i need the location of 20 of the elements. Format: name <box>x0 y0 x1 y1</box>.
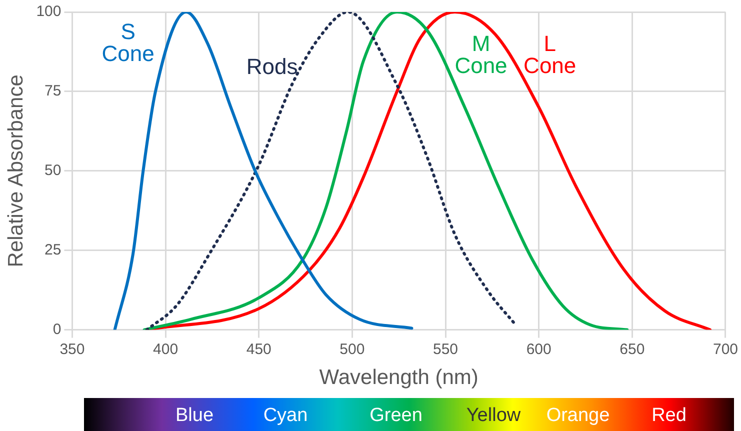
y-tick-label: 50 <box>44 162 62 180</box>
x-tick-label: 400 <box>153 340 178 358</box>
x-tick-label: 700 <box>712 340 738 358</box>
y-tick-label: 0 <box>52 320 62 338</box>
y-tick-label: 75 <box>44 82 62 100</box>
y-tick-label: 100 <box>36 3 62 20</box>
series-label: M Cone <box>454 31 508 78</box>
spectrum-strip: Blue Cyan Green Yellow Orange Red <box>84 398 734 431</box>
x-tick-label: 450 <box>246 340 272 358</box>
y-tick-label: 25 <box>44 241 62 258</box>
series-label: Rods <box>246 54 298 79</box>
x-axis-title: Wavelength (nm) <box>319 366 478 390</box>
x-tick-label: 550 <box>433 340 458 358</box>
series-label: S Cone <box>102 19 154 66</box>
x-tick-label: 500 <box>340 340 365 358</box>
y-axis-title: Relative Absorbance <box>4 74 28 268</box>
x-tick-label: 650 <box>620 340 645 358</box>
x-tick-label: 600 <box>526 340 552 358</box>
series-label: L Cone <box>524 31 576 78</box>
x-tick-label: 350 <box>60 340 85 358</box>
